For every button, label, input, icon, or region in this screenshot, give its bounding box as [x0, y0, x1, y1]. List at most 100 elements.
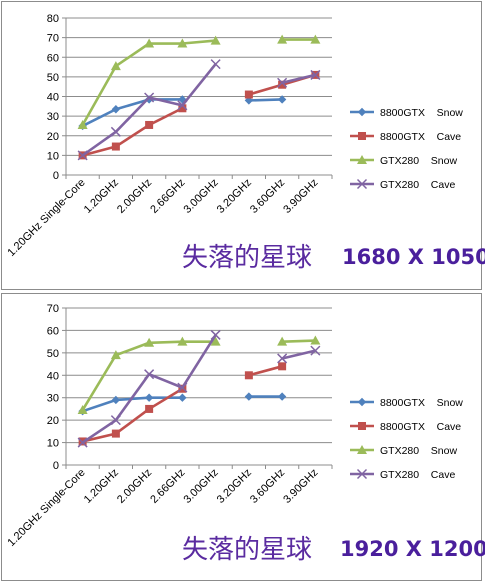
data-point-gtx280-cave-3-00ghz: [210, 329, 221, 340]
y-tick-label-10: 10: [47, 150, 59, 162]
x-tick-label-2-66ghz: 2.66GHz: [148, 467, 187, 506]
data-point-gtx280-snow-3-60ghz: [277, 34, 288, 44]
data-point-gtx280-cave-1-20ghz: [110, 126, 121, 137]
data-point-8800gtx-cave-1-20ghz: [111, 429, 120, 438]
data-point-gtx280-cave-2-66ghz: [177, 100, 188, 111]
data-point-gtx280-snow-2-00ghz: [144, 337, 155, 347]
data-point-gtx280-snow-1-20ghz-single-core: [77, 119, 88, 129]
data-point-8800gtx-cave-3-20ghz: [244, 371, 253, 380]
data-point-gtx280-snow-1-20ghz: [110, 350, 121, 360]
legend-marker: [356, 178, 368, 190]
data-point-gtx280-cave-1-20ghz-single-core: [77, 437, 88, 448]
data-point-gtx280-snow-2-66ghz: [177, 38, 188, 48]
data-point-gtx280-snow-3-90ghz: [310, 335, 321, 345]
series-line-gtx280-cave: [81, 334, 217, 444]
data-point-8800gtx-cave-2-00ghz: [145, 404, 154, 413]
data-point-8800gtx-snow-3-20ghz: [244, 392, 254, 401]
series-gtx280-snow: [77, 34, 321, 129]
x-tick-label-1-20ghz-single-core: 1.20GHz Single-Core: [5, 177, 87, 259]
data-point-8800gtx-snow-2-00ghz: [144, 393, 154, 402]
series-line-gtx280-cave: [81, 63, 217, 157]
data-point-8800gtx-cave-3-60ghz: [278, 362, 287, 371]
data-point-gtx280-snow-3-90ghz: [310, 34, 321, 44]
x-tick-label-3-20ghz: 3.20GHz: [215, 177, 254, 216]
legend-item-8800gtx-snow: 8800GTX Snow: [350, 107, 463, 119]
legend: 8800GTX Snow 8800GTX Cave GTX280 Snow GTX28…: [350, 107, 463, 191]
y-tick-label-20: 20: [47, 415, 59, 427]
legend-item-gtx280-snow: GTX280 Snow: [350, 445, 457, 457]
legend-label: 8800GTX Cave: [380, 131, 461, 143]
data-point-8800gtx-snow-1-20ghz: [111, 395, 121, 405]
y-tick-label-30: 30: [47, 393, 59, 405]
data-point-8800gtx-snow-2-66ghz: [178, 95, 187, 104]
series-line-gtx280-cave: [281, 73, 316, 85]
legend-item-8800gtx-cave: 8800GTX Cave: [350, 131, 461, 143]
legend-item-8800gtx-snow: 8800GTX Snow: [350, 397, 463, 409]
data-point-gtx280-cave-1-20ghz-single-core: [77, 150, 88, 161]
series-line-8800gtx-cave: [82, 107, 183, 157]
series-8800gtx-cave: [78, 362, 287, 446]
data-point-8800gtx-snow-3-20ghz: [244, 96, 254, 105]
series-line-8800gtx-snow: [82, 98, 183, 128]
legend-marker: [357, 445, 367, 454]
data-point-8800gtx-cave-3-60ghz: [278, 80, 287, 89]
y-tick-label-80: 80: [47, 13, 59, 25]
data-point-gtx280-snow-3-00ghz: [210, 336, 221, 346]
legend-marker: [358, 422, 366, 430]
x-tick-label-3-60ghz: 3.60GHz: [248, 177, 287, 216]
x-tick-label-3-20ghz: 3.20GHz: [215, 467, 254, 506]
data-point-8800gtx-snow-1-20ghz: [111, 105, 121, 114]
data-point-gtx280-cave-3-90ghz: [310, 69, 321, 80]
x-tick-label-2-00ghz: 2.00GHz: [115, 177, 154, 216]
legend-marker: [357, 107, 367, 117]
x-tick-label-3-90ghz: 3.90GHz: [281, 467, 320, 506]
data-point-8800gtx-cave-3-20ghz: [244, 90, 253, 99]
game-title: 失落的星球: [182, 243, 312, 273]
series-gtx280-cave: [77, 59, 321, 161]
game-title: 失落的星球: [182, 535, 312, 565]
series-line-8800gtx-cave: [82, 387, 184, 443]
series-line-gtx280-snow: [282, 339, 316, 343]
legend-label: GTX280 Snow: [380, 445, 457, 457]
series-gtx280-snow: [77, 335, 321, 415]
legend-label: GTX280 Snow: [380, 155, 457, 167]
data-point-gtx280-snow-2-00ghz: [144, 38, 155, 48]
legend-label: 8800GTX Snow: [380, 107, 463, 119]
y-tick-label-70: 70: [47, 33, 59, 45]
y-tick-label-50: 50: [47, 72, 59, 84]
series-line-gtx280-cave: [281, 349, 316, 360]
chart-panel-1680x1050: 0 10 20 30 40 50 60 70 80 1.20GHz Single-Core 1.20…: [1, 1, 485, 290]
y-tick-label-60: 60: [47, 325, 59, 337]
data-point-gtx280-cave-3-60ghz: [277, 77, 288, 88]
data-point-8800gtx-snow-3-60ghz: [277, 95, 287, 104]
legend-marker: [357, 397, 367, 407]
data-point-gtx280-cave-2-00ghz: [144, 92, 155, 103]
legend-marker: [358, 132, 366, 140]
legend-item-gtx280-cave: GTX280 Cave: [350, 178, 455, 191]
resolution-label: 1920 X 1200: [340, 537, 485, 561]
y-tick-label-30: 30: [47, 111, 59, 123]
data-point-8800gtx-snow-2-00ghz: [144, 95, 154, 104]
data-point-8800gtx-cave-1-20ghz: [111, 142, 120, 151]
legend-item-gtx280-cave: GTX280 Cave: [350, 468, 455, 481]
series-line-8800gtx-cave: [248, 365, 283, 377]
data-point-gtx280-cave-2-66ghz: [177, 382, 188, 393]
y-tick-label-40: 40: [47, 370, 59, 382]
series-line-8800gtx-snow: [248, 98, 283, 102]
y-tick-label-70: 70: [47, 303, 59, 315]
x-tick-label-3-00ghz: 3.00GHz: [182, 467, 221, 506]
line-chart-1680x1050: 0 10 20 30 40 50 60 70 80 1.20GHz Single-Core1.20…: [5, 13, 485, 273]
legend-item-gtx280-snow: GTX280 Snow: [350, 155, 457, 167]
line-chart-1920x1200: 0 10 20 30 40 50 60 70 1.20GHz Single-Core1.20GH…: [5, 303, 485, 565]
series-line-8800gtx-snow: [82, 396, 183, 413]
data-point-8800gtx-snow-3-60ghz: [277, 392, 287, 401]
x-tick-label-3-00ghz: 3.00GHz: [182, 177, 221, 216]
y-tick-label-50: 50: [47, 348, 59, 360]
chart-panel-1920x1200: 0 10 20 30 40 50 60 70 1.20GHz Single-Core 1.20GH…: [1, 293, 485, 581]
series-line-gtx280-snow: [81, 39, 216, 126]
legend-marker: [357, 155, 367, 164]
legend-label: GTX280 Cave: [380, 179, 455, 191]
data-point-gtx280-snow-1-20ghz: [110, 61, 121, 71]
data-point-gtx280-cave-3-90ghz: [310, 345, 321, 356]
legend: 8800GTX Snow 8800GTX Cave GTX280 Snow GTX28…: [350, 397, 463, 481]
